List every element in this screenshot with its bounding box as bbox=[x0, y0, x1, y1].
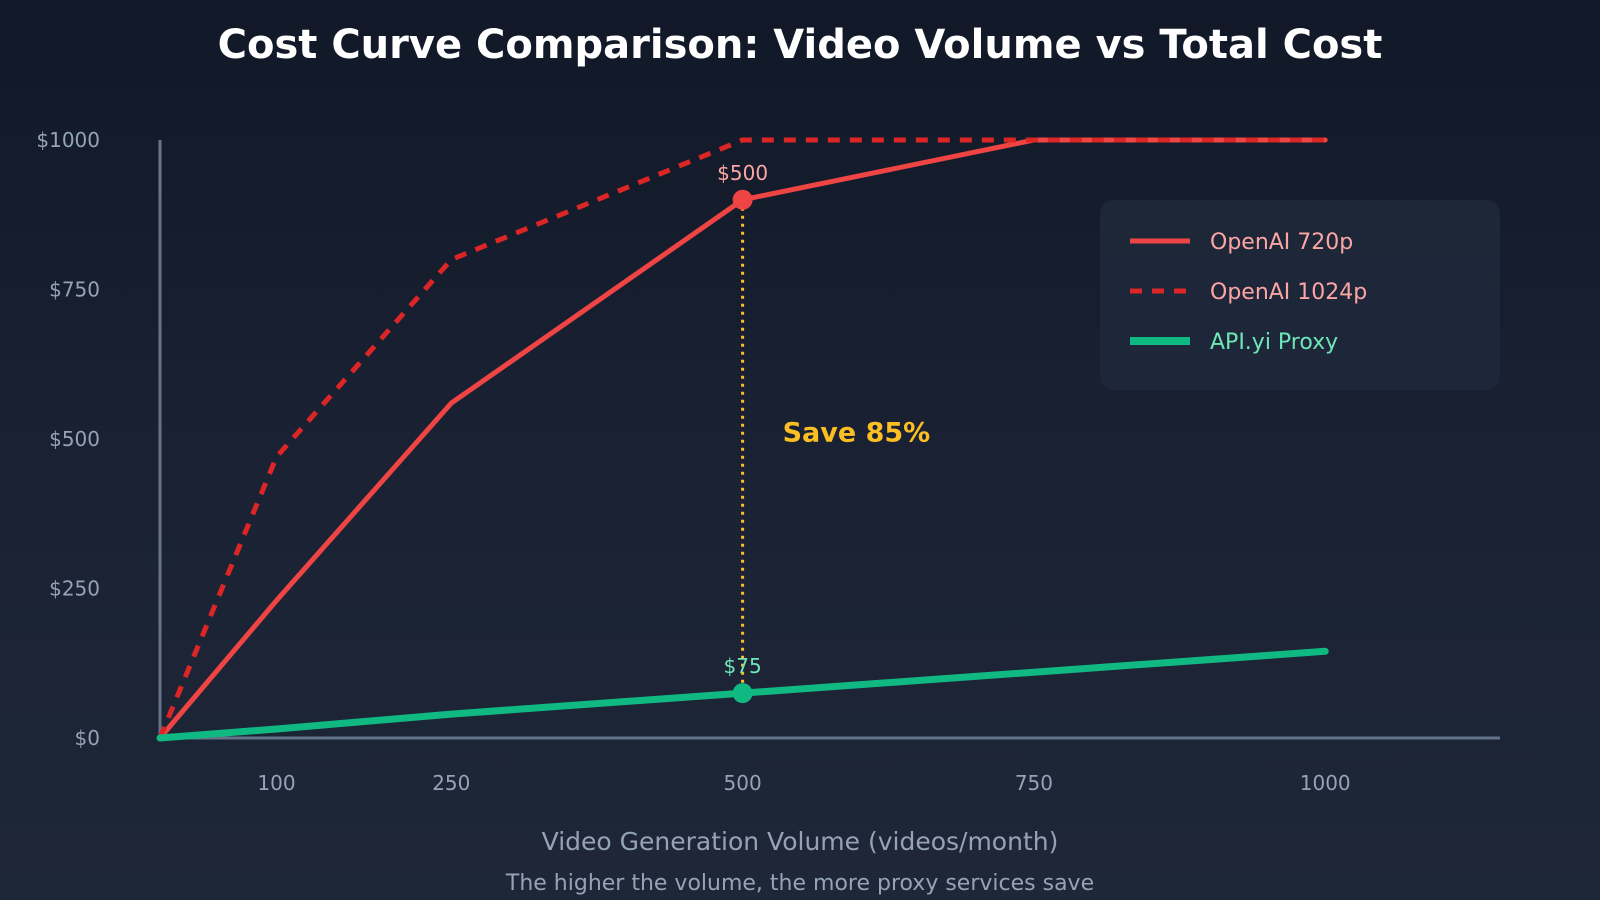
savings-annotation: Save 85% bbox=[741, 199, 931, 694]
series-lines bbox=[156, 137, 1329, 742]
point-annotations: $500 $75 bbox=[717, 161, 768, 704]
legend-items: OpenAI 720p OpenAI 1024p API.yi Proxy bbox=[1130, 230, 1367, 355]
x-tick-label: 250 bbox=[432, 771, 470, 795]
x-tick-label: 100 bbox=[257, 771, 295, 795]
x-axis-ticks: 100 250 500 750 1000 bbox=[257, 771, 1350, 795]
legend-label-0: OpenAI 720p bbox=[1210, 230, 1353, 255]
legend-label-1: OpenAI 1024p bbox=[1210, 280, 1367, 305]
series-line-1 bbox=[157, 137, 1326, 739]
y-tick-label: $0 bbox=[75, 726, 100, 750]
label-proxy-500: $75 bbox=[724, 654, 762, 678]
x-tick-label: 750 bbox=[1015, 771, 1053, 795]
chart-subtitle: The higher the volume, the more proxy se… bbox=[505, 871, 1094, 896]
x-tick-label: 500 bbox=[724, 771, 762, 795]
y-tick-label: $250 bbox=[49, 577, 100, 601]
chart-title: Cost Curve Comparison: Video Volume vs T… bbox=[218, 22, 1383, 68]
x-axis-label: Video Generation Volume (videos/month) bbox=[542, 827, 1059, 856]
x-tick-label: 1000 bbox=[1300, 771, 1351, 795]
legend-label-2: API.yi Proxy bbox=[1210, 330, 1338, 355]
series-line-0 bbox=[157, 137, 1328, 741]
y-tick-label: $750 bbox=[49, 278, 100, 302]
y-tick-label: $1000 bbox=[36, 128, 100, 152]
y-axis-ticks: $0 $250 $500 $750 $1000 bbox=[36, 128, 100, 750]
label-openai-720p-500: $500 bbox=[717, 161, 768, 185]
legend-box bbox=[1100, 200, 1500, 390]
series-line-2 bbox=[156, 647, 1329, 742]
savings-callout: Save 85% bbox=[783, 417, 931, 448]
marker-proxy-500 bbox=[732, 683, 753, 704]
marker-openai-720p-500 bbox=[732, 189, 753, 210]
y-tick-label: $500 bbox=[49, 427, 100, 451]
legend: OpenAI 720p OpenAI 1024p API.yi Proxy bbox=[1100, 200, 1500, 390]
